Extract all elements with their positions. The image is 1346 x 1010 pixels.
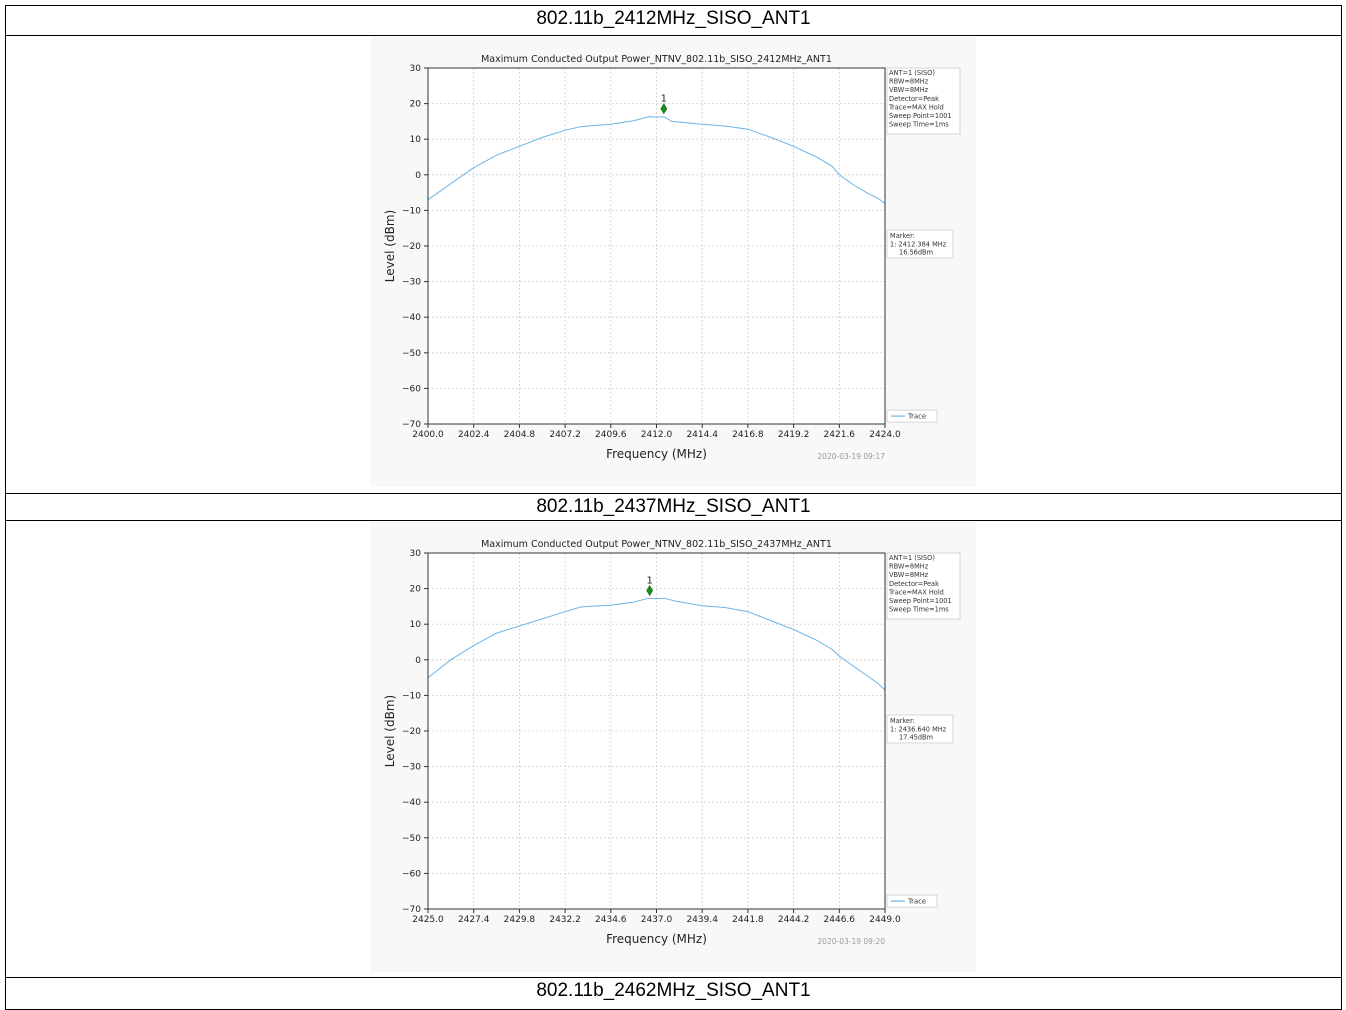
y-tick-label: −60	[402, 384, 421, 394]
y-tick-label: −40	[402, 313, 421, 323]
y-tick-label: −20	[402, 242, 421, 252]
marker-box	[886, 714, 954, 744]
x-tick-label: 2404.8	[504, 430, 536, 440]
settings-line: Detector=Peak	[889, 95, 939, 103]
settings-line: Trace=MAX Hold	[888, 588, 944, 596]
y-tick-label: 30	[410, 549, 422, 559]
y-tick-label: −30	[402, 278, 421, 288]
y-tick-label: 10	[410, 135, 422, 145]
x-tick-label: 2432.2	[549, 915, 581, 925]
y-tick-label: −50	[402, 834, 421, 844]
marker-box-line: 1: 2436.640 MHz	[890, 725, 947, 733]
x-tick-label: 2407.2	[549, 430, 581, 440]
settings-line: ANT=1 (SISO)	[889, 69, 935, 77]
y-tick-label: −60	[402, 869, 421, 879]
x-tick-label: 2416.8	[732, 430, 764, 440]
x-tick-label: 2444.2	[778, 915, 810, 925]
x-tick-label: 2425.0	[412, 915, 444, 925]
x-tick-label: 2409.6	[595, 430, 627, 440]
legend-box	[886, 894, 938, 908]
legend-label: Trace	[907, 898, 926, 906]
timestamp: 2020-03-19 09:20	[817, 937, 885, 946]
x-tick-label: 2441.8	[732, 915, 764, 925]
x-tick-label: 2424.0	[869, 430, 901, 440]
y-tick-label: −40	[402, 798, 421, 808]
marker-box-line: Marker:	[890, 717, 915, 725]
row-divider	[5, 35, 1342, 36]
marker-diamond	[660, 103, 668, 115]
marker-diamond	[646, 584, 653, 597]
legend-label: Trace	[907, 413, 926, 421]
marker-label: 1	[646, 576, 652, 587]
section-heading: 802.11b_2437MHz_SISO_ANT1	[5, 493, 1342, 519]
section-heading: 802.11b_2412MHz_SISO_ANT1	[5, 5, 1342, 31]
marker-box	[886, 229, 954, 259]
row-divider	[5, 520, 1342, 521]
y-axis-label: Level (dBm)	[383, 695, 397, 767]
x-tick-label: 2414.4	[686, 430, 718, 440]
timestamp: 2020-03-19 09:17	[817, 452, 885, 461]
x-tick-label: 2446.6	[824, 915, 856, 925]
settings-line: Detector=Peak	[889, 580, 939, 588]
settings-line: Sweep Time=1ms	[889, 121, 949, 129]
settings-line: RBW=8MHz	[889, 563, 929, 571]
settings-line: RBW=8MHz	[889, 78, 929, 86]
x-tick-label: 2449.0	[869, 915, 901, 925]
y-tick-label: −20	[402, 727, 421, 737]
x-tick-label: 2419.2	[778, 430, 810, 440]
x-tick-label: 2434.6	[595, 915, 627, 925]
y-axis-label: Level (dBm)	[383, 210, 397, 282]
settings-line: ANT=1 (SISO)	[889, 554, 935, 562]
x-axis-label: Frequency (MHz)	[606, 447, 707, 461]
settings-line: Sweep Point=1001	[889, 112, 952, 120]
marker-box-line: Marker:	[890, 232, 915, 240]
x-tick-label: 2412.0	[641, 430, 673, 440]
marker-box-line: 1: 2412.384 MHz	[890, 240, 947, 248]
y-tick-label: 20	[410, 585, 422, 595]
y-tick-label: 20	[410, 100, 422, 110]
y-tick-label: 0	[415, 656, 421, 666]
settings-line: VBW=8MHz	[889, 571, 929, 579]
y-tick-label: −10	[402, 691, 421, 701]
y-tick-label: −50	[402, 349, 421, 359]
x-tick-label: 2439.4	[686, 915, 718, 925]
trace-line	[427, 116, 886, 204]
x-tick-label: 2421.6	[824, 430, 856, 440]
x-tick-label: 2429.8	[504, 915, 536, 925]
chart-title: Maximum Conducted Output Power_NTNV_802.…	[481, 54, 832, 65]
chart-title: Maximum Conducted Output Power_NTNV_802.…	[481, 539, 832, 550]
settings-box	[886, 552, 961, 620]
trace-line	[427, 597, 886, 691]
y-tick-label: 30	[410, 64, 422, 74]
y-tick-label: 0	[415, 171, 421, 181]
section-heading: 802.11b_2462MHz_SISO_ANT1	[5, 977, 1342, 1003]
power-spectrum-chart: 2400.0 2402.4 2404.8 2407.2 2409.6 2412.0 2414…	[370, 37, 976, 487]
power-spectrum-chart: 2425.0 2427.4 2429.8 2432.2 2434.6 2437.0 2439…	[370, 522, 976, 972]
marker-box-line: 17.45dBm	[899, 734, 933, 742]
marker-label: 1	[661, 94, 667, 105]
x-tick-label: 2402.4	[458, 430, 490, 440]
y-tick-label: −70	[402, 420, 421, 430]
x-tick-label: 2400.0	[412, 430, 444, 440]
marker-box-line: 16.56dBm	[899, 249, 933, 257]
y-tick-label: −70	[402, 905, 421, 915]
y-tick-label: 10	[410, 620, 422, 630]
settings-line: VBW=8MHz	[889, 86, 929, 94]
x-tick-label: 2427.4	[458, 915, 490, 925]
y-tick-label: −10	[402, 206, 421, 216]
y-tick-label: −30	[402, 763, 421, 773]
x-tick-label: 2437.0	[641, 915, 673, 925]
settings-line: Sweep Point=1001	[889, 597, 952, 605]
settings-box	[886, 67, 961, 135]
settings-line: Trace=MAX Hold	[888, 103, 944, 111]
legend-box	[886, 409, 938, 423]
settings-line: Sweep Time=1ms	[889, 606, 949, 614]
x-axis-label: Frequency (MHz)	[606, 932, 707, 946]
